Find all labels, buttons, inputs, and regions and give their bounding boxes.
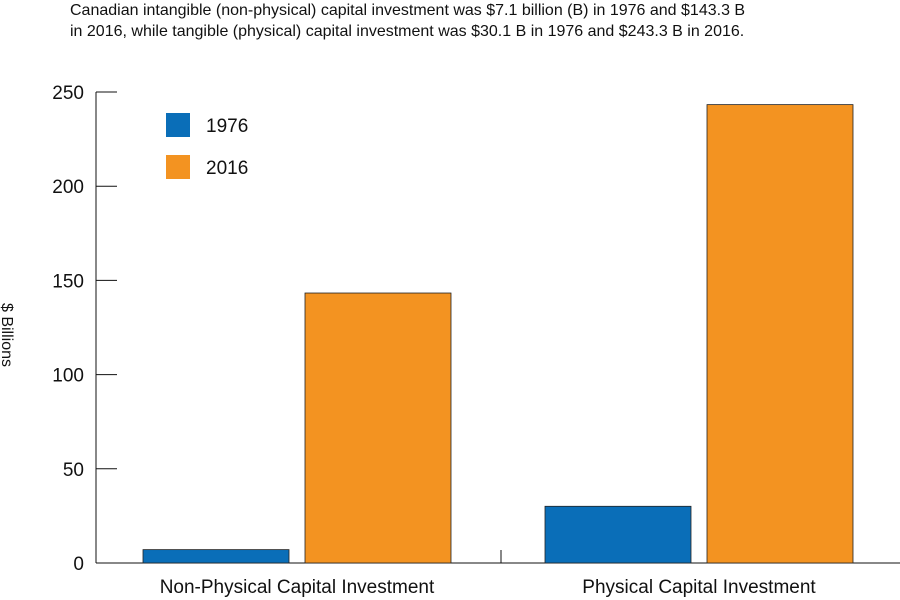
chart-title: Canadian intangible (non-physical) capit… (70, 0, 900, 42)
y-tick-label: 50 (63, 460, 84, 481)
x-category-label: Non-Physical Capital Investment (160, 577, 435, 598)
chart-title-line-2: in 2016, while tangible (physical) capit… (70, 23, 745, 40)
chart-title-line-1: Canadian intangible (non-physical) capit… (70, 2, 746, 19)
y-tick-label: 200 (52, 177, 84, 198)
bar-2016-non-physical (304, 292, 452, 564)
legend-label-2016: 2016 (206, 158, 248, 179)
y-tick-label: 0 (73, 554, 84, 575)
y-tick-label: 250 (52, 83, 84, 104)
bar-2016-physical (706, 104, 854, 564)
legend-swatch-2016 (166, 155, 190, 179)
bar-1976-physical (544, 505, 692, 564)
legend-label-1976: 1976 (206, 116, 248, 137)
legend-swatch-1976 (166, 113, 190, 137)
y-tick-label: 100 (52, 366, 84, 387)
y-tick-label: 150 (52, 271, 84, 292)
y-axis-label: $ Billions (0, 303, 15, 367)
x-category-label: Physical Capital Investment (582, 577, 816, 598)
bar-1976-non-physical (142, 549, 290, 564)
